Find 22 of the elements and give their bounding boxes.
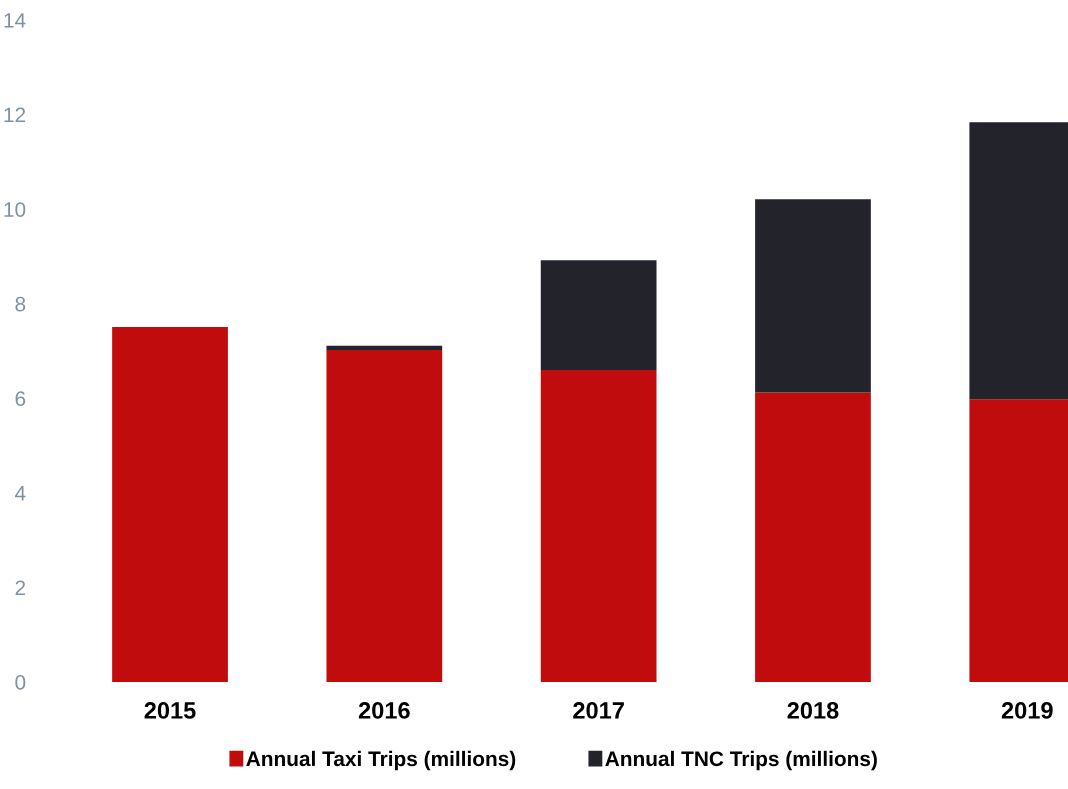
bar [540,369,657,682]
legend-label: Annual TNC Trips (millions) [605,750,877,771]
y-tick-label: 2 [15,580,26,595]
y-tick-label: 12 [4,107,26,123]
y-tick-label: 10 [4,202,26,217]
x-tick-label: 2015 [144,702,196,719]
y-tick-label: 8 [15,296,26,312]
x-tick-label: 2018 [787,702,839,719]
x-tick-label: 2019 [1001,702,1053,719]
legend-label: Annual Taxi Trips (millions) [246,750,516,771]
y-tick-label: 0 [15,675,26,690]
bar [326,345,443,351]
bar [540,260,657,370]
bar [326,350,443,682]
bar [755,392,871,682]
x-tick-label: 2016 [358,702,410,719]
x-tick-label: 2017 [573,702,624,719]
y-tick-label: 6 [15,391,26,407]
y-tick-label: 14 [4,13,26,28]
bar [112,326,228,682]
bar [755,199,871,393]
y-tick-label: 4 [15,486,26,501]
